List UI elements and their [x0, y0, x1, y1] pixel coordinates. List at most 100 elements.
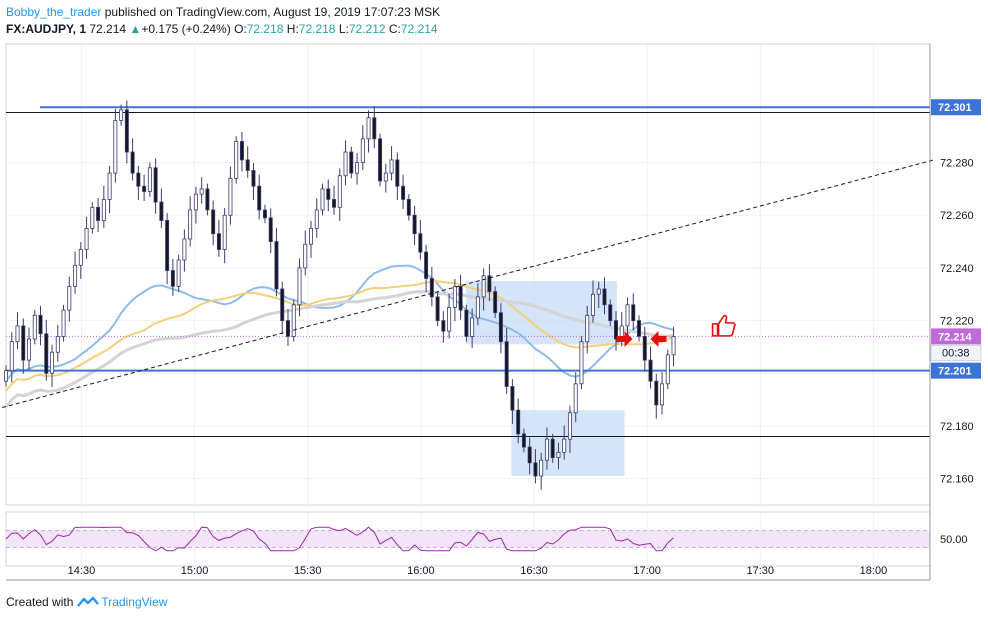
- candle-body: [337, 175, 342, 208]
- axes: 14:30 15:00 15:30 16:00 16:30 17:00 17:30 18:00…: [6, 44, 982, 581]
- candle-body: [314, 209, 319, 229]
- low-value: 72.212: [348, 22, 386, 36]
- candle-body: [602, 288, 607, 306]
- candle-body: [44, 333, 49, 374]
- candle-body: [487, 275, 492, 293]
- price-tick-label: 72.260: [940, 210, 974, 222]
- candle-body: [556, 451, 561, 458]
- close-value: 72.214: [400, 22, 438, 36]
- candle-body: [78, 249, 83, 266]
- symbol-label[interactable]: FX:AUDJPY, 1: [6, 22, 87, 36]
- open-value: 72.218: [246, 22, 284, 36]
- candle-body: [142, 185, 147, 192]
- candle-body: [234, 141, 239, 179]
- candle-body: [435, 296, 440, 321]
- candle-body: [222, 214, 227, 250]
- candle-body: [182, 238, 187, 261]
- candle-body: [113, 119, 118, 174]
- price-tick-label: 72.160: [940, 474, 974, 486]
- candle-body: [15, 325, 20, 343]
- candle-body: [447, 307, 452, 332]
- candle-body: [297, 267, 302, 306]
- candle-body: [366, 117, 371, 140]
- publication-line: Bobby_the_trader published on TradingVie…: [6, 4, 982, 21]
- candle-body: [642, 336, 647, 361]
- candle-body: [257, 185, 262, 211]
- candle-body: [176, 259, 181, 287]
- candle-body: [389, 159, 394, 174]
- candle-body: [424, 251, 429, 279]
- candle-body: [452, 285, 457, 308]
- current-price-badge-text: 72.214: [938, 331, 973, 343]
- candle-body: [4, 370, 8, 382]
- candle-body: [136, 172, 141, 187]
- candle-body: [665, 354, 670, 385]
- candle-body: [660, 383, 665, 406]
- time-tick-label: 17:30: [747, 565, 775, 577]
- candle-body: [119, 109, 124, 121]
- candle-body: [309, 227, 313, 245]
- arrow-right-icon: [616, 331, 633, 348]
- candle-body: [527, 446, 532, 464]
- tradingview-logo[interactable]: TradingView: [77, 593, 167, 611]
- candle-body: [608, 304, 613, 321]
- low-label: L:: [338, 22, 349, 36]
- candle-body: [67, 285, 72, 311]
- price-chart[interactable]: 14:30 15:00 15:30 16:00 16:30 17:00 17:30 18:00…: [0, 40, 988, 588]
- candle-body: [614, 320, 618, 340]
- current-price-badge: [931, 328, 981, 345]
- time-tick-label: 16:30: [520, 565, 548, 577]
- candle-body: [239, 141, 244, 161]
- candle-body: [153, 167, 158, 203]
- candle-body: [625, 304, 630, 327]
- countdown-text: 00:38: [942, 347, 970, 359]
- candle-body: [648, 359, 653, 382]
- candle-body: [170, 270, 175, 287]
- open-label: O:: [234, 22, 247, 36]
- candle-body: [96, 206, 101, 221]
- candle-body: [579, 341, 584, 385]
- candle-body: [193, 193, 198, 211]
- highlight-zone: [511, 410, 625, 477]
- candle-body: [475, 296, 480, 319]
- candle-body: [360, 138, 365, 163]
- candle-body: [9, 341, 14, 372]
- candle-body: [401, 185, 406, 200]
- candle-body: [521, 433, 526, 448]
- candle-body: [285, 320, 290, 337]
- candle-body: [199, 188, 204, 195]
- candle-body: [291, 304, 296, 337]
- candle-body: [251, 170, 256, 187]
- candle-body: [245, 159, 250, 171]
- candle-body: [510, 386, 515, 411]
- candle-body: [498, 312, 503, 343]
- candle-body: [55, 336, 60, 353]
- candle-body: [303, 243, 308, 269]
- candle-body: [596, 288, 601, 295]
- arrow-left-icon: [650, 331, 667, 348]
- change-arrow-icon: ▲: [129, 22, 142, 36]
- support-price-badge: [931, 362, 981, 379]
- price-tick-label: 72.220: [940, 316, 974, 328]
- time-tick-label: 17:00: [633, 565, 661, 577]
- candle-body: [159, 201, 164, 221]
- moving-average-line: [5, 280, 674, 392]
- candle-body: [573, 383, 578, 414]
- candle-body: [429, 278, 434, 298]
- change-value: +0.175 (+0.24%): [141, 22, 231, 36]
- candlesticks: [4, 100, 676, 490]
- candle-body: [406, 199, 411, 216]
- candle-body: [320, 188, 325, 211]
- time-tick-label: 15:30: [294, 565, 322, 577]
- high-label: H:: [286, 22, 299, 36]
- candle-body: [147, 167, 152, 192]
- author-link[interactable]: Bobby_the_trader: [6, 5, 102, 19]
- candle-body: [441, 320, 446, 332]
- candle-body: [631, 304, 636, 321]
- candle-body: [101, 199, 106, 221]
- rsi-line: [5, 526, 674, 552]
- candle-body: [130, 151, 135, 174]
- candle-body: [124, 109, 129, 153]
- candle-body: [343, 151, 348, 177]
- candle-body: [470, 317, 475, 337]
